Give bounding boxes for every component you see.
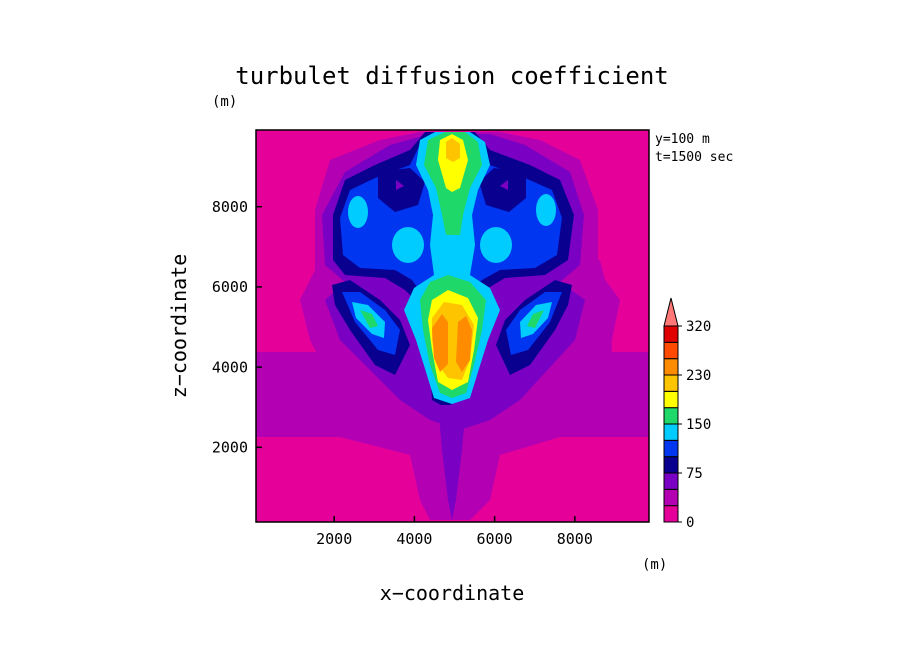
contour-band-260-lower-left (432, 314, 448, 372)
colorbar-tick-label-150: 150 (686, 417, 711, 433)
y-axis-title: z−coordinate (167, 254, 191, 399)
x-unit-label: (m) (642, 557, 667, 573)
colorbar-band-6 (663, 407, 679, 425)
colorbar-band-10 (663, 341, 679, 360)
contour-band-150-blob-2 (536, 194, 556, 226)
colorbar-tick-label-75: 75 (686, 466, 703, 482)
colorbar-band-8 (663, 374, 679, 392)
colorbar-extend-triangle (663, 297, 679, 327)
colorbar-band-0 (663, 505, 679, 523)
x-tick-label-8000: 8000 (557, 530, 593, 548)
contour-pocket-magenta-right (500, 180, 508, 190)
colorbar-band-3 (663, 456, 679, 474)
contour-band-75-pocket-right (479, 168, 526, 212)
colorbar-band-9 (663, 358, 679, 376)
x-axis: 2000 4000 6000 8000 (m) x−coordinate (316, 516, 667, 605)
colorbar-band-11 (663, 325, 679, 343)
x-tick-label-2000: 2000 (316, 530, 352, 548)
colorbar-band-7 (663, 390, 679, 409)
contour-pocket-magenta-left (396, 180, 404, 190)
colorbar-band-5 (663, 423, 679, 441)
contour-band-50-stem (438, 405, 466, 520)
colorbar: 0 75 150 230 320 (663, 297, 711, 531)
y-tick-label-6000: 6000 (212, 278, 248, 296)
contour-field (256, 130, 649, 522)
annotation-line-y: y=100 m (655, 132, 710, 147)
colorbar-tick-label-0: 0 (686, 515, 694, 531)
y-axis: 2000 4000 6000 8000 z−coordinate (167, 198, 262, 457)
x-tick-label-6000: 6000 (477, 530, 513, 548)
y-unit-label: (m) (212, 94, 237, 110)
chart-title: turbulet diffusion coefficient (235, 62, 668, 90)
colorbar-tick-label-320: 320 (686, 319, 711, 335)
contour-band-150-blob-4 (480, 227, 512, 263)
plot-frame (255, 129, 650, 523)
contour-band-200-upper (438, 134, 468, 192)
x-axis-title: x−coordinate (380, 581, 525, 605)
colorbar-band-1 (663, 488, 679, 507)
contour-band-150-blob-1 (348, 196, 368, 228)
y-tick-label-4000: 4000 (212, 358, 248, 376)
colorbar-band-2 (663, 472, 679, 490)
y-tick-label-2000: 2000 (212, 439, 248, 457)
contour-band-75-pocket-left (378, 168, 425, 212)
contour-band-230-upper (446, 138, 460, 162)
contour-band-175-wing-right (527, 310, 544, 328)
colorbar-band-4 (663, 439, 679, 458)
colorbar-tick-label-230: 230 (686, 368, 711, 384)
contour-band-150-blob-3 (392, 227, 424, 263)
y-tick-label-8000: 8000 (212, 198, 248, 216)
contour-band-175-wing-left (360, 310, 378, 328)
contour-band-260-lower-right (456, 316, 472, 372)
x-tick-label-4000: 4000 (396, 530, 432, 548)
annotation-line-t: t=1500 sec (655, 150, 733, 165)
